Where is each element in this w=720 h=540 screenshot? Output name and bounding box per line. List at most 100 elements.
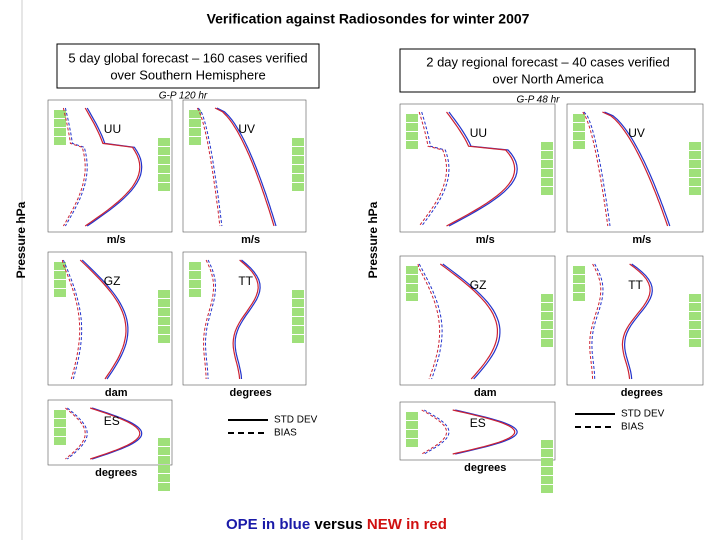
stat-cell: [292, 326, 304, 334]
y-axis-label: Pressure hPa: [14, 201, 28, 278]
stat-cell: [158, 483, 170, 491]
curve-red: [602, 111, 669, 227]
curve-blue: [81, 259, 129, 380]
stat-cell: [292, 317, 304, 325]
stat-cell: [158, 326, 170, 334]
curve-blue: [623, 263, 653, 380]
stat-cell: [406, 284, 418, 292]
stat-cell: [292, 183, 304, 191]
stat-cell: [292, 147, 304, 155]
curve-blue: [234, 259, 261, 380]
curve-blue: [448, 111, 518, 227]
stat-cell: [541, 169, 553, 177]
panel-label: UU: [470, 126, 487, 140]
stat-cell: [158, 308, 170, 316]
curve-blue: [91, 407, 143, 460]
stat-cell: [292, 308, 304, 316]
section-box-line: over North America: [492, 71, 604, 86]
stat-cell: [689, 330, 701, 338]
stat-cell: [541, 476, 553, 484]
stat-cell: [541, 160, 553, 168]
stat-cell: [158, 474, 170, 482]
stat-cell: [541, 187, 553, 195]
stat-cell: [158, 299, 170, 307]
stat-cell: [54, 437, 66, 445]
panel-unit: dam: [474, 387, 497, 399]
stat-cell: [541, 458, 553, 466]
stat-cell: [573, 293, 585, 301]
stat-cell: [406, 275, 418, 283]
panel-unit: dam: [105, 387, 128, 399]
bias-red: [589, 263, 602, 380]
stat-cell: [54, 289, 66, 297]
stat-cell: [573, 132, 585, 140]
panel-label: UV: [238, 122, 255, 136]
plot-frame: [399, 103, 556, 233]
stat-cell: [541, 303, 553, 311]
stat-cell: [158, 138, 170, 146]
panel-unit: degrees: [621, 387, 663, 399]
stat-cell: [54, 428, 66, 436]
stat-cell: [689, 178, 701, 186]
curve-red: [232, 259, 259, 380]
stat-cell: [541, 449, 553, 457]
stat-cell: [54, 119, 66, 127]
plot-frame: [566, 103, 704, 233]
slide-title: Verification against Radiosondes for win…: [207, 11, 530, 27]
footer: OPE in blue versus NEW in red: [226, 516, 447, 533]
stat-cell: [406, 421, 418, 429]
stat-cell: [406, 439, 418, 447]
stat-cell: [158, 174, 170, 182]
bias-blue: [418, 263, 443, 380]
stat-cell: [292, 165, 304, 173]
curve-red: [439, 263, 498, 380]
bias-blue: [204, 259, 217, 380]
stat-cell: [292, 138, 304, 146]
curve-blue: [216, 107, 277, 227]
legend-text: BIAS: [274, 428, 297, 439]
bias-red: [418, 111, 448, 227]
stat-cell: [189, 128, 201, 136]
stat-cell: [541, 178, 553, 186]
stat-cell: [541, 339, 553, 347]
stat-cell: [158, 317, 170, 325]
stat-cell: [292, 174, 304, 182]
legend-text: STD DEV: [274, 415, 318, 426]
bias-red: [196, 107, 221, 227]
stat-cell: [541, 321, 553, 329]
stat-cell: [158, 183, 170, 191]
stat-cell: [292, 299, 304, 307]
stat-cell: [406, 132, 418, 140]
stat-cell: [158, 290, 170, 298]
panel-label: GZ: [470, 278, 487, 292]
stat-cell: [54, 280, 66, 288]
stat-cell: [292, 156, 304, 164]
stat-cell: [406, 412, 418, 420]
stat-cell: [573, 266, 585, 274]
panel-unit: degrees: [230, 387, 272, 399]
panel-unit: m/s: [476, 234, 495, 246]
panel-label: ES: [470, 416, 486, 430]
section-box-line: over Southern Hemisphere: [110, 67, 265, 82]
curve-red: [446, 111, 516, 227]
stat-cell: [54, 419, 66, 427]
bias-blue: [421, 111, 450, 227]
stat-cell: [189, 119, 201, 127]
panel-unit: degrees: [95, 467, 137, 479]
footer-versus: versus: [314, 516, 362, 533]
panel-label: UV: [628, 126, 645, 140]
stat-cell: [158, 156, 170, 164]
panel-unit: degrees: [464, 462, 506, 474]
stat-cell: [689, 187, 701, 195]
stat-cell: [406, 266, 418, 274]
stat-cell: [573, 123, 585, 131]
stat-cell: [54, 110, 66, 118]
stat-cell: [189, 271, 201, 279]
stat-cell: [292, 335, 304, 343]
stat-cell: [189, 280, 201, 288]
stat-cell: [158, 456, 170, 464]
stat-cell: [158, 147, 170, 155]
panel-unit: m/s: [632, 234, 651, 246]
curve-red: [90, 407, 141, 460]
